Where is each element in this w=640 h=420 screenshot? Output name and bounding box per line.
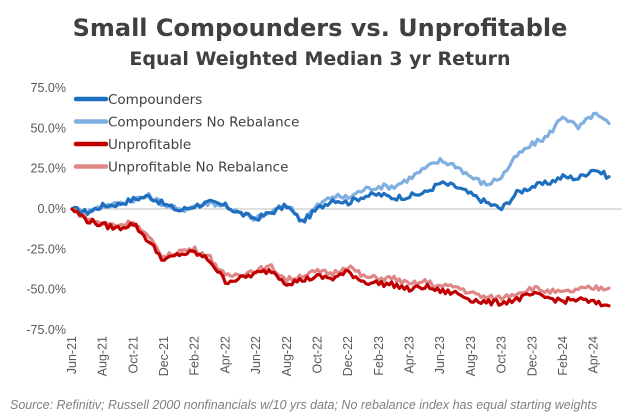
x-tick-label: Jun-21 xyxy=(65,336,79,374)
x-axis: Jun-21 Aug-21 Oct-21 Dec-21 Feb-22 Apr-22 Jun-… xyxy=(65,208,622,376)
x-tick-label: Feb-22 xyxy=(188,336,202,376)
legend-label: Compounders No Rebalance xyxy=(108,115,299,131)
series-line-compounders-no-rebalance xyxy=(70,111,611,222)
legend-label: Unprofitable xyxy=(108,137,191,153)
legend-label: Unprofitable No Rebalance xyxy=(108,160,288,176)
x-tick-label: Jun-22 xyxy=(249,336,263,374)
x-tick-label: Oct-21 xyxy=(126,336,140,374)
y-tick-label: 0.0% xyxy=(38,202,67,216)
x-tick-label: Feb-24 xyxy=(556,336,570,376)
series-line-unprofitable xyxy=(70,207,611,308)
x-tick-label: Aug-22 xyxy=(280,336,294,376)
x-tick-label: Oct-22 xyxy=(310,336,324,374)
series-line-unprofitable-no-rebalance xyxy=(70,207,611,302)
chart-title: Small Compounders vs. Unprofitable xyxy=(72,14,568,42)
x-tick-label: Apr-24 xyxy=(587,336,601,374)
series-line-compounders xyxy=(70,168,611,224)
y-tick-label: -50.0% xyxy=(26,283,66,297)
y-tick-label: 75.0% xyxy=(31,81,66,95)
y-tick-label: -25.0% xyxy=(26,242,66,256)
x-tick-label: Apr-23 xyxy=(403,336,417,374)
y-tick-label: 25.0% xyxy=(31,162,66,176)
legend: Compounders Compounders No Rebalance Unpro… xyxy=(73,92,299,176)
x-tick-label: Dec-21 xyxy=(157,336,171,376)
x-tick-label: Feb-23 xyxy=(372,336,386,376)
x-tick-label: Aug-21 xyxy=(96,336,110,376)
x-tick-label: Dec-22 xyxy=(341,336,355,376)
legend-label: Compounders xyxy=(108,92,202,108)
x-tick-label: Jun-23 xyxy=(433,336,447,374)
x-tick-label: Dec-23 xyxy=(525,336,539,376)
y-tick-label: -75.0% xyxy=(26,323,66,337)
y-tick-label: 50.0% xyxy=(31,121,66,135)
x-tick-label: Apr-22 xyxy=(218,336,232,374)
x-tick-label: Aug-23 xyxy=(464,336,478,376)
y-axis: 75.0% 50.0% 25.0% 0.0% -25.0% -50.0% -75.0% xyxy=(26,81,66,337)
series-layer xyxy=(70,111,611,308)
source-note: Source: Refinitiv; Russell 2000 nonfinan… xyxy=(10,398,598,412)
chart-subtitle: Equal Weighted Median 3 yr Return xyxy=(129,48,511,70)
x-tick-label: Oct-23 xyxy=(495,336,509,374)
